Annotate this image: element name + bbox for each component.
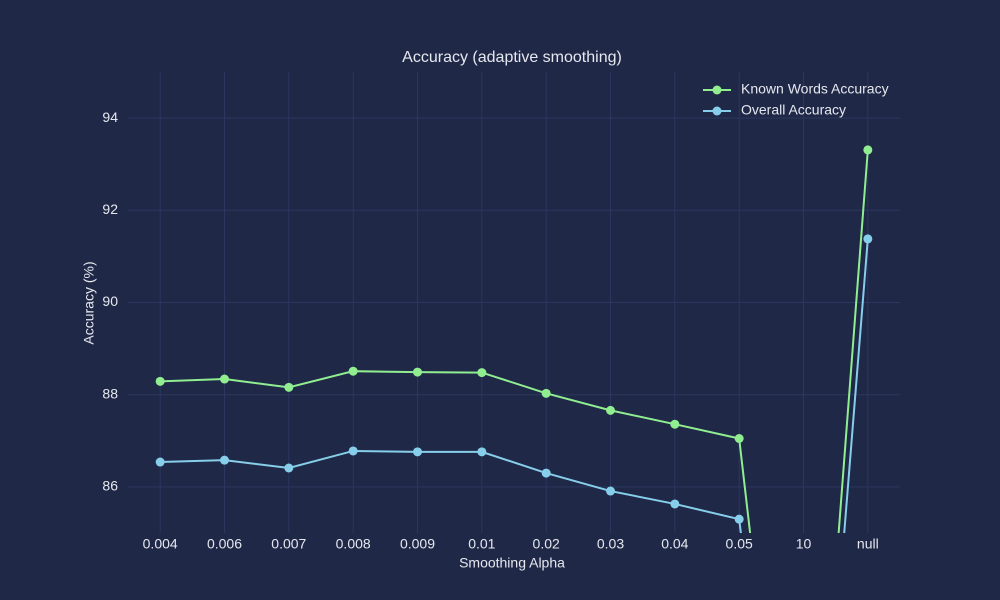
data-point (541, 468, 551, 478)
data-point (284, 463, 294, 473)
legend-label: Overall Accuracy (741, 102, 846, 118)
data-point (670, 419, 680, 429)
series-line (160, 238, 869, 533)
data-point (606, 486, 615, 496)
x-tick-label: null (857, 536, 879, 552)
data-point (606, 405, 615, 415)
x-tick-label: 10 (796, 536, 812, 552)
data-point (863, 145, 873, 155)
data-point (477, 368, 487, 378)
y-axis-label: Accuracy (%) (81, 261, 97, 344)
legend-marker (712, 85, 722, 95)
x-tick-label: 0.01 (468, 536, 495, 552)
legend: Known Words Accuracy Overall Accuracy (703, 81, 889, 118)
x-tick-label: 0.04 (661, 536, 688, 552)
data-point (670, 499, 680, 509)
x-axis-label: Smoothing Alpha (459, 555, 565, 571)
y-tick-label: 94 (102, 109, 118, 125)
legend-marker (712, 106, 722, 116)
y-tick-label: 92 (102, 201, 118, 217)
data-point (348, 366, 358, 376)
data-point (220, 374, 229, 384)
data-point (413, 367, 422, 377)
data-point (541, 388, 551, 398)
chart-title: Accuracy (adaptive smoothing) (402, 49, 622, 66)
x-tick-label: 0.05 (726, 536, 753, 552)
x-tick-label: 0.004 (143, 536, 178, 552)
data-point (155, 376, 165, 386)
y-tick-label: 86 (102, 478, 118, 494)
x-tick-label: 0.008 (336, 536, 371, 552)
data-point (734, 433, 744, 443)
y-tick-label: 88 (102, 385, 118, 401)
data-point (734, 514, 744, 524)
legend-label: Known Words Accuracy (741, 81, 889, 97)
x-tick-label: 0.006 (207, 536, 242, 552)
y-tick-label: 90 (102, 293, 118, 309)
data-point (863, 234, 873, 244)
data-point (284, 382, 294, 392)
x-tick-label: 0.007 (271, 536, 306, 552)
x-tick-label: 0.02 (533, 536, 560, 552)
data-point (220, 455, 229, 465)
data-point (155, 457, 165, 467)
series-line (160, 149, 869, 533)
plot-area (155, 145, 873, 533)
x-tick-label: 0.009 (400, 536, 435, 552)
data-point (477, 447, 487, 457)
data-point (348, 446, 358, 456)
data-point (413, 447, 422, 457)
x-tick-label: 0.03 (597, 536, 624, 552)
